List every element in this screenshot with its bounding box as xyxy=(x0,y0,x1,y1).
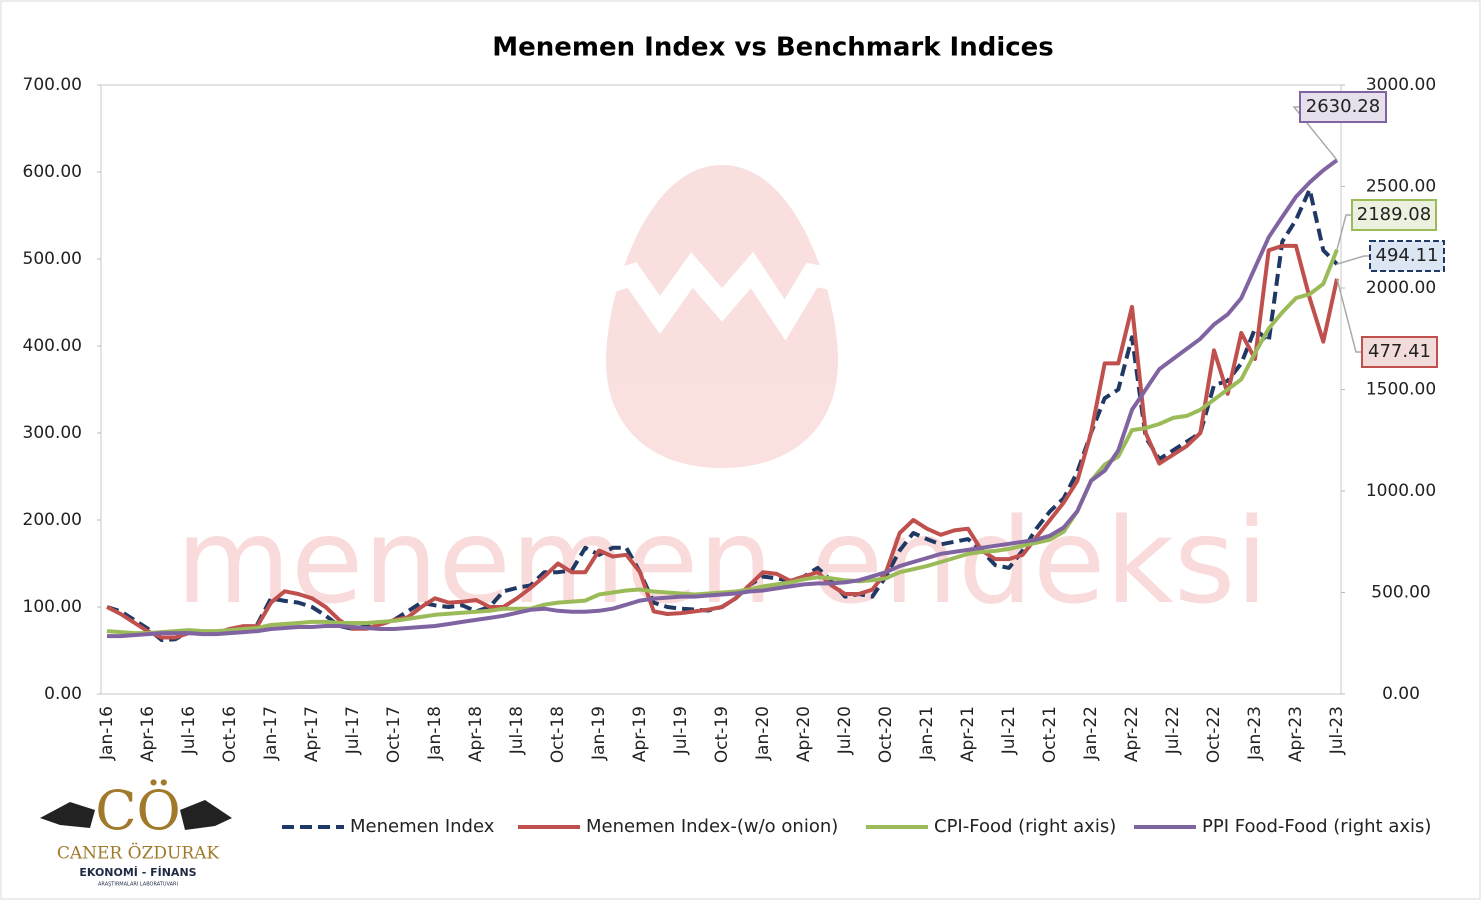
x-tick-label: Oct-20 xyxy=(876,706,896,763)
chart-title: Menemen Index vs Benchmark Indices xyxy=(492,33,1054,63)
y-tick-label: 200.00 xyxy=(23,510,82,530)
logo-initials: CÖ xyxy=(95,778,181,842)
series-line xyxy=(107,158,1339,639)
x-tick-label: Jul-16 xyxy=(179,706,199,755)
x-tick-label: Oct-16 xyxy=(220,706,240,763)
legend-label: Menemen Index xyxy=(350,816,495,837)
x-tick-label: Jan-22 xyxy=(1081,706,1101,761)
y2-tick-label: 500.00 xyxy=(1371,583,1430,603)
x-tick-label: Oct-22 xyxy=(1204,706,1224,763)
x-tick-label: Apr-21 xyxy=(958,706,978,762)
y2-tick-label: 3000.00 xyxy=(1366,75,1436,95)
x-tick-label: Jan-21 xyxy=(917,706,937,761)
x-tick-label: Jul-18 xyxy=(507,706,527,755)
x-tick-label: Jul-21 xyxy=(999,706,1019,755)
y-tick-label: 700.00 xyxy=(23,75,82,95)
x-tick-label: Apr-22 xyxy=(1122,706,1142,762)
logo-subtag: ARAŞTIRMALARI LABORATUVARI xyxy=(98,882,178,888)
data-label-box xyxy=(1351,199,1437,231)
label-leader xyxy=(1336,214,1352,250)
x-tick-label: Jan-19 xyxy=(589,706,609,761)
x-tick-label: Apr-23 xyxy=(1286,706,1306,762)
data-label-box xyxy=(1361,336,1438,368)
x-tick-label: Jul-22 xyxy=(1163,706,1183,755)
y-tick-label: 600.00 xyxy=(23,162,82,182)
watermark-text: menemen endeksi xyxy=(176,492,1268,630)
x-tick-label: Jan-16 xyxy=(97,706,117,761)
y2-tick-label: 1000.00 xyxy=(1366,481,1436,501)
x-tick-label: Jan-23 xyxy=(1245,706,1265,761)
x-tick-label: Apr-16 xyxy=(138,706,158,762)
y-tick-label: 500.00 xyxy=(23,249,82,269)
x-tick-label: Jan-18 xyxy=(425,706,445,761)
series-line xyxy=(106,243,1339,640)
logo-tagline: EKONOMİ - FİNANS xyxy=(79,865,196,879)
data-label: 2189.08 xyxy=(1357,204,1431,225)
data-label: 477.41 xyxy=(1368,341,1431,362)
y2-tick-label: 1500.00 xyxy=(1366,380,1436,400)
x-tick-label: Oct-17 xyxy=(384,706,404,763)
x-tick-label: Apr-17 xyxy=(302,706,322,762)
y-tick-label: 300.00 xyxy=(23,423,82,443)
label-leader xyxy=(1292,106,1338,161)
x-tick-label: Oct-19 xyxy=(712,706,732,763)
data-label-box xyxy=(1299,91,1387,123)
label-leader xyxy=(1336,255,1370,265)
y2-tick-label: 2000.00 xyxy=(1366,278,1436,298)
legend-label: PPI Food-Food (right axis) xyxy=(1202,816,1431,837)
y-tick-label: 0.00 xyxy=(44,684,82,704)
data-label: 2630.28 xyxy=(1306,96,1380,117)
data-label: 494.11 xyxy=(1376,245,1439,266)
legend-label: Menemen Index-(w/o onion) xyxy=(586,816,838,837)
egg-watermark xyxy=(596,165,848,468)
x-tick-label: Oct-21 xyxy=(1040,706,1060,763)
x-tick-label: Jul-20 xyxy=(835,706,855,755)
y-tick-label: 400.00 xyxy=(23,336,82,356)
logo: CÖ CANER ÖZDURAK EKONOMİ - FİNANS ARAŞTI… xyxy=(40,778,232,888)
x-tick-label: Jul-17 xyxy=(343,706,363,755)
logo-name: CANER ÖZDURAK xyxy=(57,843,220,864)
y2-tick-label: 0.00 xyxy=(1382,684,1420,704)
x-tick-label: Apr-20 xyxy=(794,706,814,762)
y-tick-label: 100.00 xyxy=(23,597,82,617)
y2-tick-label: 2500.00 xyxy=(1366,177,1436,197)
x-tick-label: Jan-20 xyxy=(753,706,773,761)
label-leader xyxy=(1336,278,1362,353)
x-tick-label: Oct-18 xyxy=(548,706,568,763)
x-tick-label: Apr-18 xyxy=(466,706,486,762)
x-tick-label: Jan-17 xyxy=(261,706,281,761)
legend-label: CPI-Food (right axis) xyxy=(934,816,1116,837)
x-tick-label: Apr-19 xyxy=(630,706,650,762)
x-tick-label: Jul-19 xyxy=(671,706,691,755)
x-tick-label: Jul-23 xyxy=(1327,706,1347,755)
data-label-box xyxy=(1369,240,1445,272)
